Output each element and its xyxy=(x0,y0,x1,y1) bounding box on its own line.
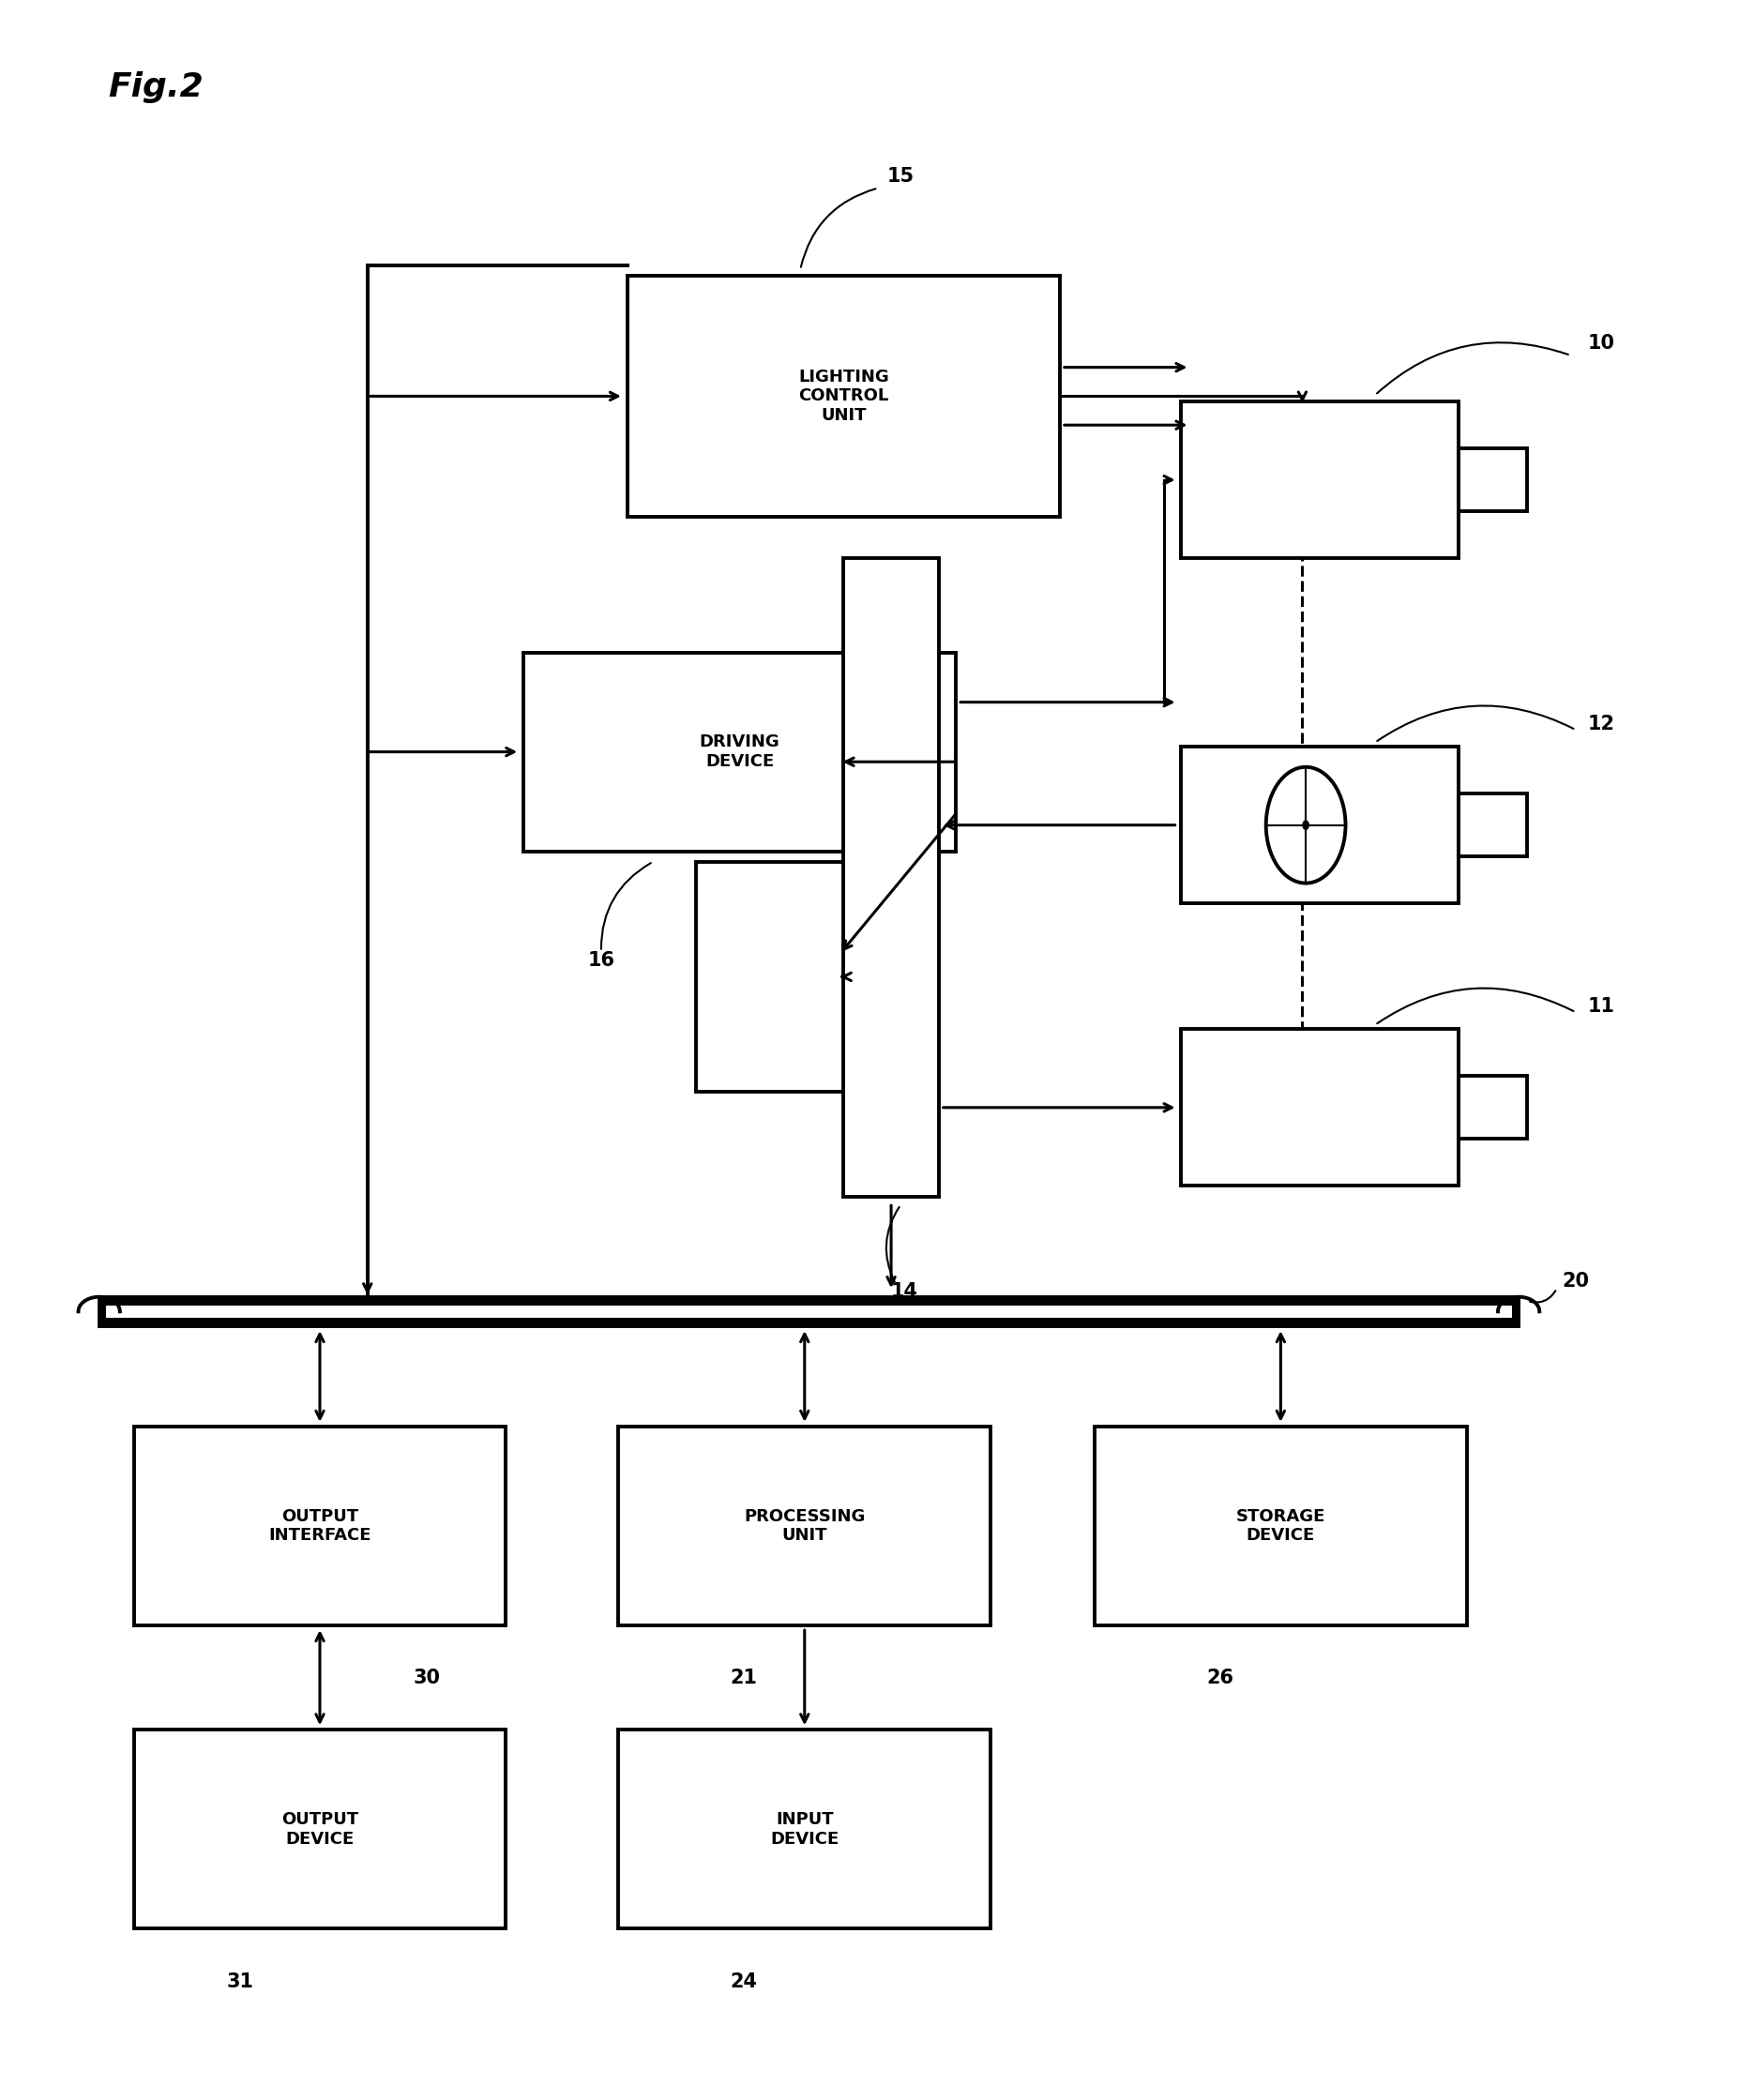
Bar xyxy=(523,653,956,851)
Text: 16: 16 xyxy=(588,951,616,970)
Bar xyxy=(1181,401,1457,559)
Text: 30: 30 xyxy=(412,1670,440,1688)
Text: INPUT
DEVICE: INPUT DEVICE xyxy=(770,1810,838,1848)
Bar xyxy=(106,1306,1511,1319)
Bar xyxy=(619,1426,991,1625)
Bar xyxy=(1457,449,1527,510)
Text: PROCESSING
UNIT: PROCESSING UNIT xyxy=(744,1508,866,1544)
Bar xyxy=(1181,748,1457,903)
Text: DRIVING
DEVICE: DRIVING DEVICE xyxy=(699,733,779,771)
Text: 31: 31 xyxy=(226,1972,254,1991)
Bar xyxy=(1181,1029,1457,1186)
Text: 14: 14 xyxy=(890,1281,918,1300)
Bar xyxy=(134,1730,506,1928)
Bar xyxy=(99,1298,1518,1327)
Bar xyxy=(1457,794,1527,857)
Text: 12: 12 xyxy=(1588,714,1616,733)
Bar xyxy=(843,559,939,1197)
Text: 20: 20 xyxy=(1562,1270,1589,1289)
Text: Fig.2: Fig.2 xyxy=(108,71,203,103)
Bar xyxy=(1094,1426,1466,1625)
Text: 11: 11 xyxy=(1588,997,1616,1016)
Text: 10: 10 xyxy=(1588,334,1616,353)
Text: OUTPUT
INTERFACE: OUTPUT INTERFACE xyxy=(268,1508,370,1544)
Bar xyxy=(134,1426,506,1625)
Text: 15: 15 xyxy=(887,166,915,185)
Text: 21: 21 xyxy=(730,1670,758,1688)
Text: OUTPUT
DEVICE: OUTPUT DEVICE xyxy=(282,1810,358,1848)
Text: LIGHTING
CONTROL
UNIT: LIGHTING CONTROL UNIT xyxy=(798,368,889,424)
Text: 26: 26 xyxy=(1207,1670,1233,1688)
Ellipse shape xyxy=(1266,766,1346,884)
Bar xyxy=(628,275,1061,517)
Text: 24: 24 xyxy=(730,1972,758,1991)
Bar xyxy=(696,861,843,1092)
Bar xyxy=(1457,1075,1527,1138)
Text: STORAGE
DEVICE: STORAGE DEVICE xyxy=(1236,1508,1325,1544)
Ellipse shape xyxy=(1303,821,1309,830)
Bar xyxy=(619,1730,991,1928)
